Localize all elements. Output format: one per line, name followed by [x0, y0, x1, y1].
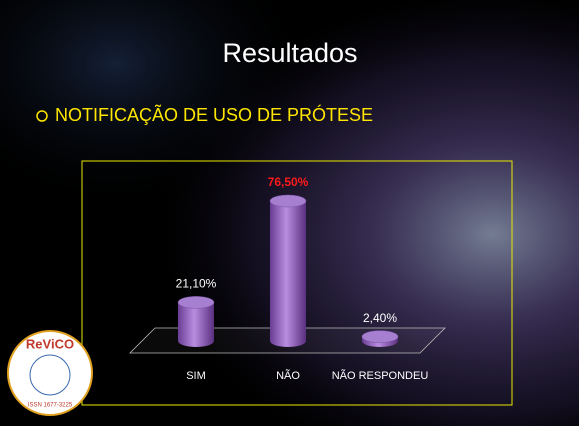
value-label: 21,10% — [176, 277, 217, 291]
bar — [270, 201, 306, 347]
value-label: 76,50% — [268, 175, 309, 189]
logo-name: ReViCO — [26, 336, 74, 351]
slide: Resultados NOTIFICAÇÃO DE USO DE PRÓTESE… — [0, 0, 579, 426]
x-tick-label: NÃO — [276, 369, 300, 382]
x-tick-label: NÃO RESPONDEU — [332, 369, 429, 382]
logo-issn: ISSN 1677-3225 — [28, 403, 73, 409]
bar-top — [270, 195, 306, 207]
value-label: 2,40% — [363, 311, 397, 325]
slide-title: Resultados — [222, 38, 357, 68]
x-tick-label: SIM — [186, 370, 206, 382]
bar-top — [178, 296, 214, 308]
logo: ReViCO ISSN 1677-3225 — [8, 331, 92, 415]
bar-top — [362, 331, 398, 343]
bar — [178, 302, 214, 347]
bullet-text: NOTIFICAÇÃO DE USO DE PRÓTESE — [55, 104, 373, 125]
